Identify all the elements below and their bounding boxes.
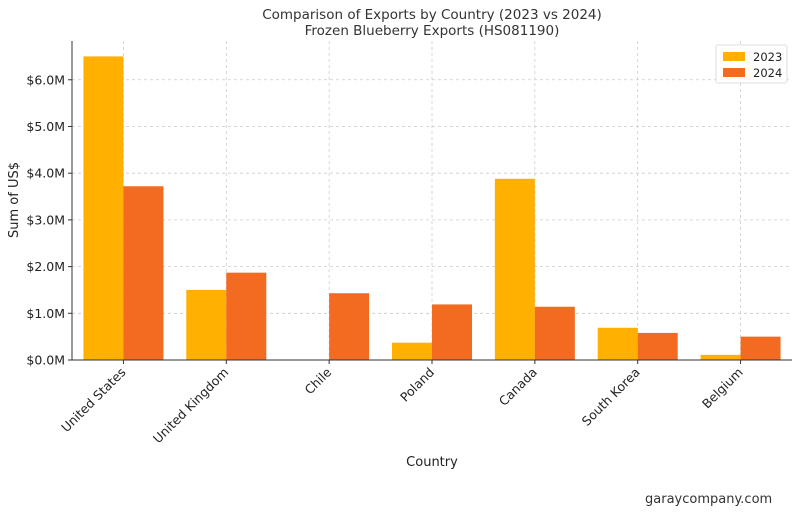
- y-tick-label: $5.0M: [26, 119, 65, 134]
- bar-2023-canada: [494, 178, 535, 360]
- x-axis-label: Country: [406, 455, 458, 470]
- bar-2023-united-kingdom: [186, 289, 227, 360]
- legend-swatch-2023: [723, 52, 745, 61]
- bar-2024-chile: [329, 293, 370, 360]
- bar-2023-united-states: [83, 56, 124, 361]
- legend-swatch-2024: [723, 68, 745, 77]
- y-axis-label: Sum of US$: [7, 162, 22, 238]
- x-tick-label: Canada: [496, 365, 540, 409]
- y-axis-ticks: $0.0M $1.0M $2.0M $3.0M $4.0M $5.0M $6.0M: [26, 72, 72, 368]
- bar-2023-poland: [392, 342, 432, 360]
- bar-2023-south-korea: [597, 327, 638, 360]
- x-axis-ticks: United States United Kingdom Chile Poland Ca…: [58, 360, 746, 446]
- legend: 2023 2024: [715, 44, 788, 84]
- bar-2024-united-states: [123, 186, 164, 360]
- y-tick-label: $4.0M: [26, 166, 65, 181]
- watermark: garaycompany.com: [645, 492, 773, 507]
- x-tick-label: United States: [58, 365, 128, 435]
- bar-2023-belgium: [700, 354, 741, 360]
- x-tick-label: Poland: [397, 365, 437, 405]
- x-tick-label: South Korea: [579, 365, 643, 429]
- bars: [83, 56, 781, 361]
- y-tick-label: $6.0M: [26, 72, 65, 87]
- y-tick-label: $1.0M: [26, 306, 65, 321]
- bar-2024-south-korea: [637, 332, 678, 360]
- chart-subtitle: Frozen Blueberry Exports (HS081190): [305, 23, 560, 39]
- x-tick-label: Chile: [302, 364, 335, 397]
- legend-label-2024: 2024: [753, 66, 782, 80]
- y-tick-label: $3.0M: [26, 212, 65, 227]
- y-tick-label: $0.0M: [26, 353, 65, 368]
- bar-2024-canada: [534, 306, 575, 360]
- bar-2024-poland: [432, 304, 472, 360]
- legend-label-2023: 2023: [753, 50, 782, 64]
- bar-2024-united-kingdom: [226, 272, 267, 360]
- x-tick-label: United Kingdom: [150, 365, 232, 447]
- y-tick-label: $2.0M: [26, 259, 65, 274]
- chart-title: Comparison of Exports by Country (2023 v…: [262, 7, 602, 23]
- bar-2024-belgium: [740, 336, 781, 360]
- x-tick-label: Belgium: [699, 365, 746, 412]
